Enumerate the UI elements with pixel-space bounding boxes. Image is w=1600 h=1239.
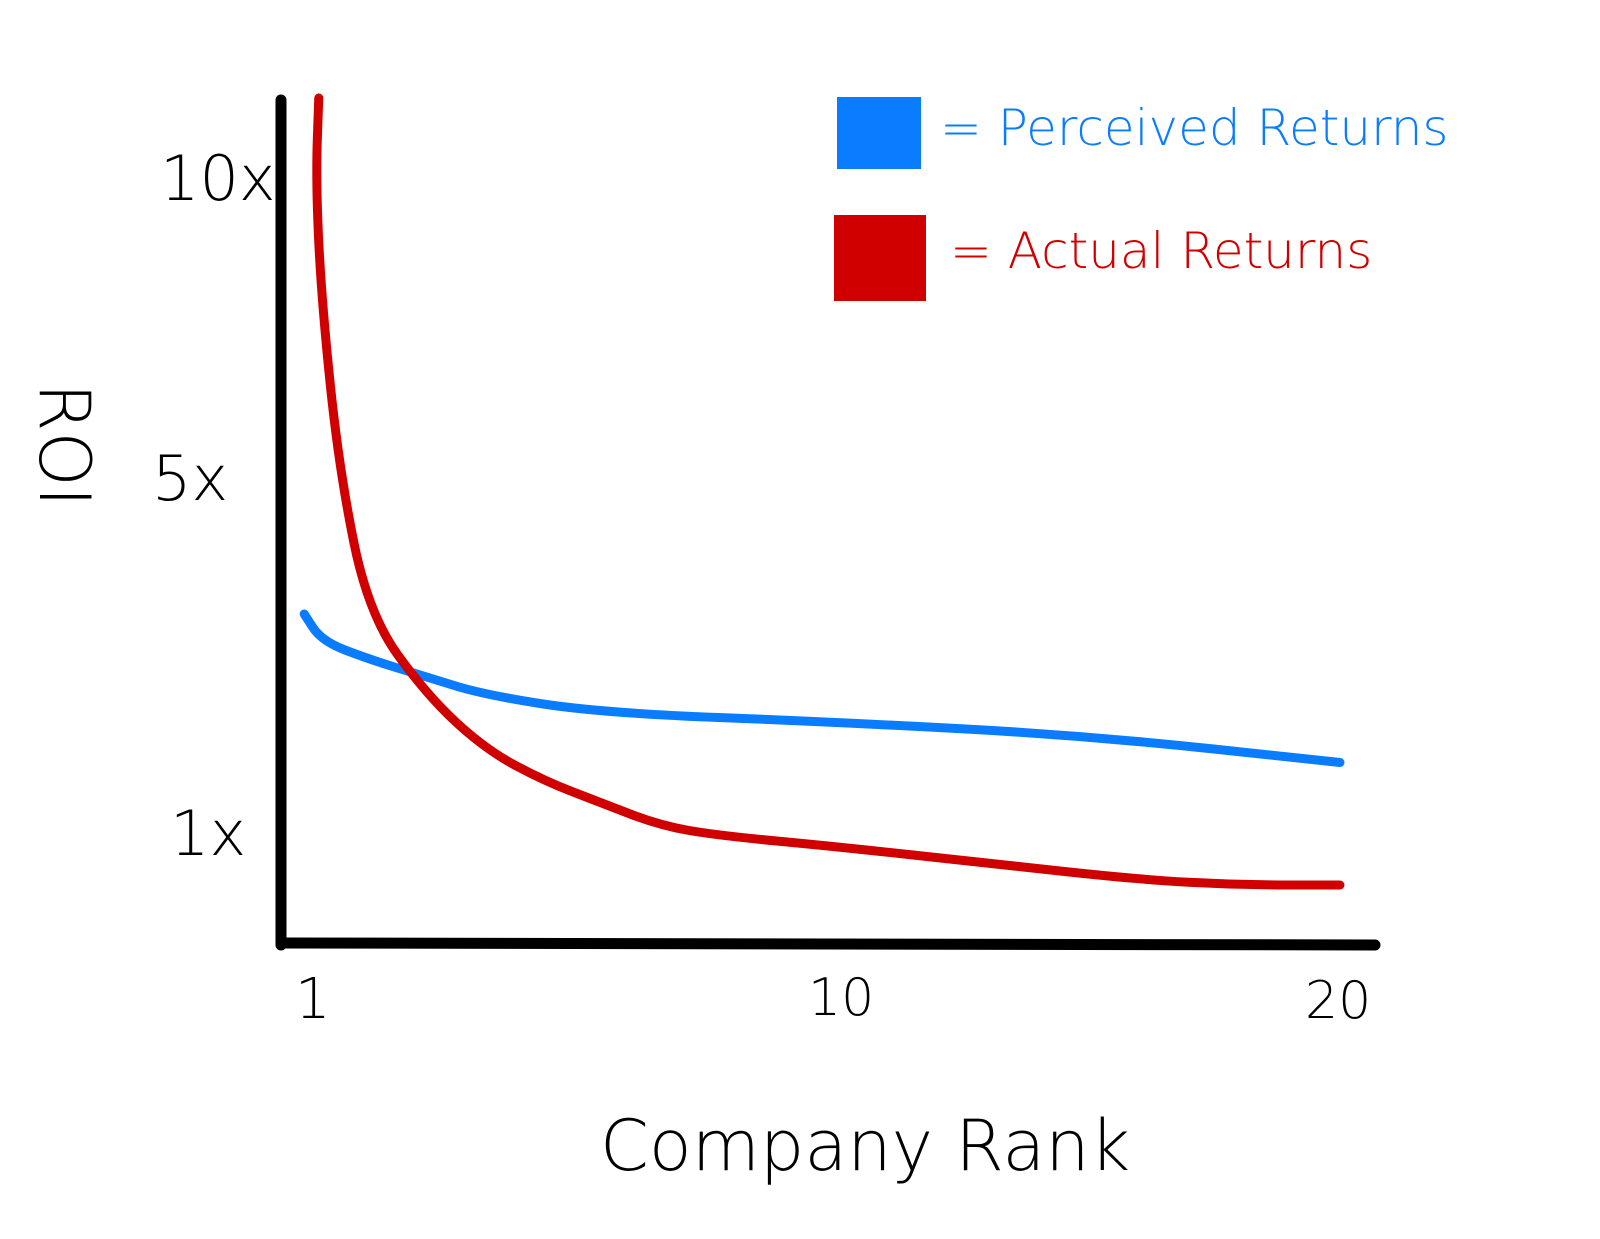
x-tick-label-10: 10 — [808, 968, 874, 1028]
legend-swatch-perceived — [837, 97, 921, 169]
y-tick-label-10x: 10x — [160, 142, 276, 215]
perceived-returns-line — [299, 609, 1345, 767]
y-axis-label: ROI — [23, 383, 105, 507]
x-tick-label-20: 20 — [1305, 971, 1371, 1031]
y-tick-label-5x: 5x — [152, 442, 228, 515]
legend-label-actual: = Actual Returns — [950, 222, 1372, 280]
x-axis-label: Company Rank — [600, 1105, 1130, 1187]
y-tick-label-1x: 1x — [170, 797, 246, 870]
x-tick-label-1: 1 — [295, 967, 331, 1032]
x-axis — [275, 937, 1381, 951]
legend-swatch-actual — [834, 215, 926, 301]
legend-label-perceived: = Perceived Returns — [940, 99, 1448, 157]
actual-returns-line — [312, 93, 1345, 890]
